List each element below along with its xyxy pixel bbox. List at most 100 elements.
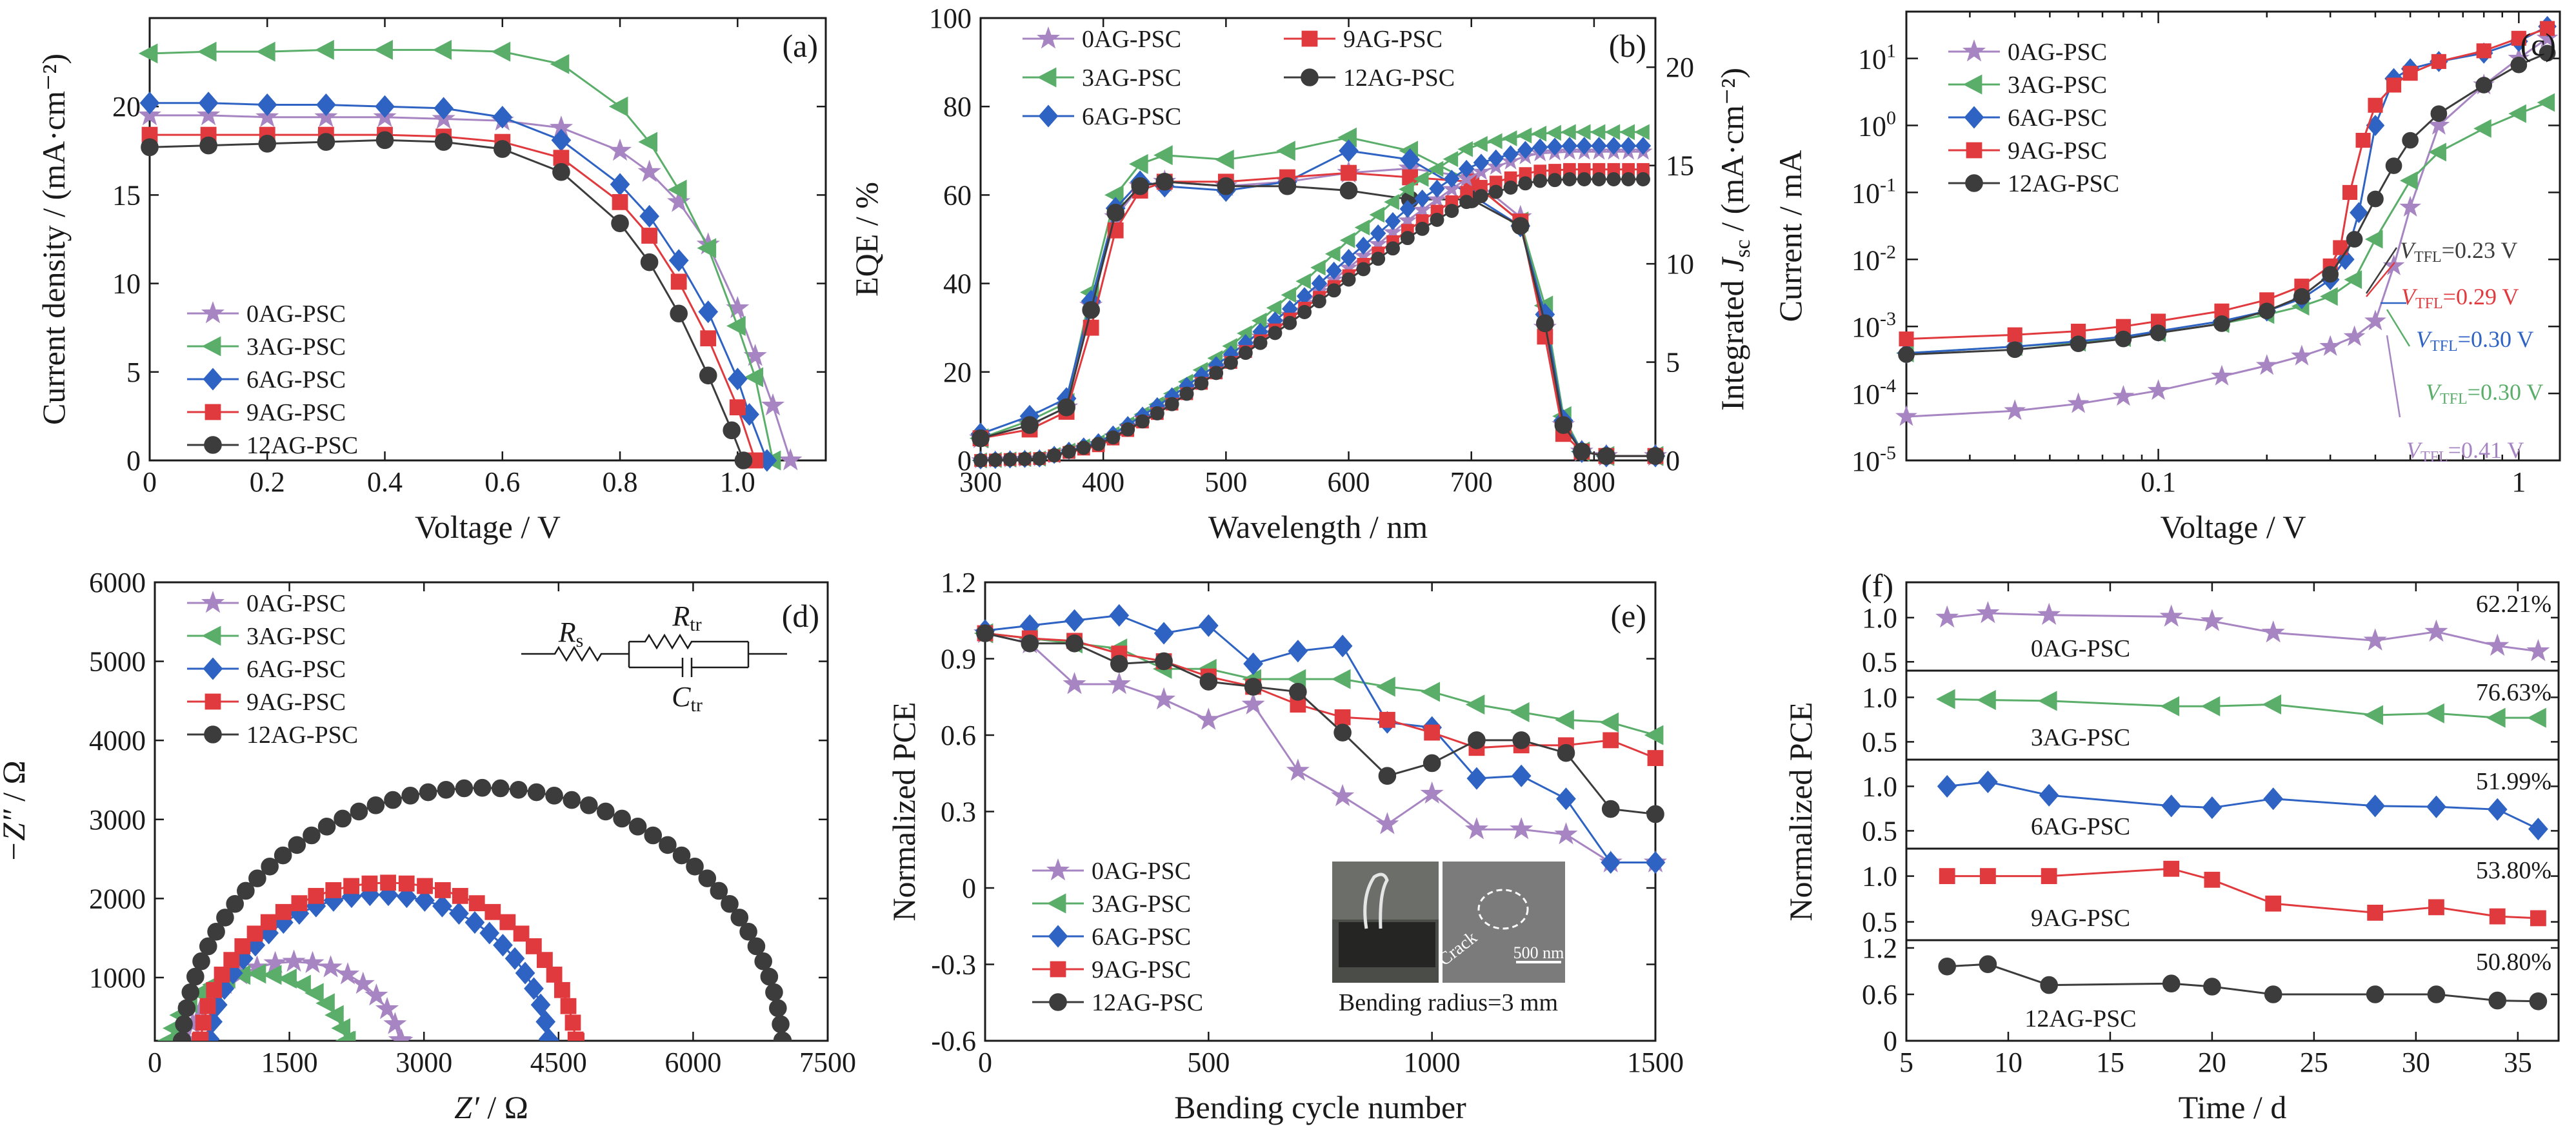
data-point (1557, 744, 1575, 762)
x-tick-label: 700 (1450, 466, 1493, 498)
data-point (1153, 145, 1173, 166)
data-point (1021, 635, 1039, 653)
data-point (1082, 300, 1100, 319)
data-point (2335, 248, 2355, 270)
data-point (384, 791, 402, 809)
jsc-point (1164, 397, 1179, 411)
data-point (2040, 976, 2058, 994)
data-point (2487, 798, 2508, 821)
data-point (375, 131, 394, 150)
jsc-point (1503, 145, 1519, 164)
data-point (364, 983, 388, 1006)
data-point (319, 955, 343, 978)
legend-marker (1962, 74, 1982, 95)
jsc-point (1636, 172, 1650, 186)
data-point (1895, 405, 1917, 426)
legend: 0AG-PSC 3AG-PSC 6AG-PSC 9AG-PSC 12AG-PSC (1032, 858, 1203, 1016)
series-0AG-PSC (1895, 26, 2559, 426)
series-line-12AG-PSC (1947, 963, 2539, 1003)
jsc-point (1546, 137, 1563, 156)
jsc-point (1635, 137, 1652, 155)
x-tick-label: 800 (1573, 466, 1615, 498)
data-point (765, 983, 783, 1001)
legend-marker (203, 368, 223, 391)
data-point (1288, 640, 1308, 663)
y-tick-label: 0.9 (941, 644, 976, 675)
data-point (258, 135, 277, 153)
y-tick-label: 20 (943, 357, 972, 388)
legend-marker (1048, 925, 1068, 948)
data-point (261, 858, 279, 876)
data-point (1063, 671, 1086, 695)
data-point (2211, 364, 2233, 386)
legend-item: 0AG-PSC (1032, 858, 1191, 885)
data-point (1511, 764, 1532, 787)
jsc-point (1516, 127, 1532, 144)
jsc-point (1457, 168, 1476, 187)
jsc-point (1224, 355, 1238, 370)
series-6AG-PSC (139, 92, 777, 472)
legend-marker (1965, 174, 1983, 192)
data-point (721, 894, 739, 913)
data-point (2255, 354, 2278, 375)
data-point (568, 1032, 585, 1041)
jsc-point (1428, 161, 1444, 177)
data-point (1512, 731, 1530, 749)
x-tick-label: 500 (1187, 1047, 1230, 1078)
x-tick-label: 1000 (1404, 1047, 1461, 1078)
y-tick-label: 1.0 (1862, 682, 1897, 713)
y-tick-label: 10-2 (1852, 241, 1896, 276)
data-point (1977, 690, 1996, 711)
data-point (2039, 783, 2059, 807)
jsc-series-12AG-PSC (973, 172, 1650, 468)
data-point (760, 967, 779, 986)
data-point (305, 983, 324, 1003)
legend-label: 6AG-PSC (2008, 104, 2107, 132)
series-line-0AG-PSC (150, 114, 792, 461)
data-point (1057, 398, 1075, 417)
ctr-capacitor (681, 658, 693, 677)
data-point (563, 791, 581, 809)
jsc-point (1339, 232, 1355, 248)
jsc-point (1487, 133, 1503, 150)
jsc-point (1634, 124, 1650, 141)
data-point (579, 796, 598, 814)
x-axis-label: Wavelength / nm (1208, 509, 1428, 545)
data-point (972, 429, 990, 448)
rs-resistor (521, 645, 629, 662)
data-point (596, 802, 615, 821)
data-point (1979, 868, 1996, 884)
data-point (2320, 287, 2338, 306)
jsc-point (1400, 231, 1415, 246)
data-point (256, 41, 275, 62)
data-point (1109, 604, 1130, 627)
data-point (2293, 288, 2310, 305)
data-point (2346, 231, 2363, 248)
data-point (1599, 712, 1619, 733)
data-point (351, 971, 375, 994)
x-tick-label: 0.2 (250, 466, 285, 498)
retention-value: 53.80% (2476, 857, 2551, 884)
data-point (288, 836, 306, 854)
jsc-point (1354, 219, 1370, 236)
jsc-point (1501, 130, 1517, 146)
legend-item: 12AG-PSC (187, 432, 358, 459)
panel-e: 0 500 1000 1500 -0.6 -0.3 0 0.3 0.6 0.9 1.2 0AG-PSC… (886, 567, 1684, 1125)
data-point (2385, 157, 2402, 174)
data-point (434, 97, 454, 120)
data-point (2475, 77, 2493, 94)
subplot-series-label: 0AG-PSC (2031, 635, 2130, 662)
data-point (260, 914, 277, 931)
x-tick-label: 25 (2300, 1047, 2328, 1078)
legend-label: 3AG-PSC (246, 623, 346, 650)
data-point (2486, 633, 2510, 656)
data-point (223, 952, 240, 969)
jsc-point (1135, 414, 1150, 429)
retention-value: 50.80% (2476, 949, 2551, 976)
data-point (173, 1031, 192, 1041)
data-point (493, 934, 513, 957)
data-point (375, 996, 399, 1020)
panel-f: 5 10 15 20 25 30 35 1.0 0.5 0AG-PSC 62.21% 1.0 0.5 3A… (1782, 567, 2560, 1125)
retention-value: 51.99% (2476, 768, 2551, 795)
series-6AG-PSC (1937, 770, 2548, 841)
